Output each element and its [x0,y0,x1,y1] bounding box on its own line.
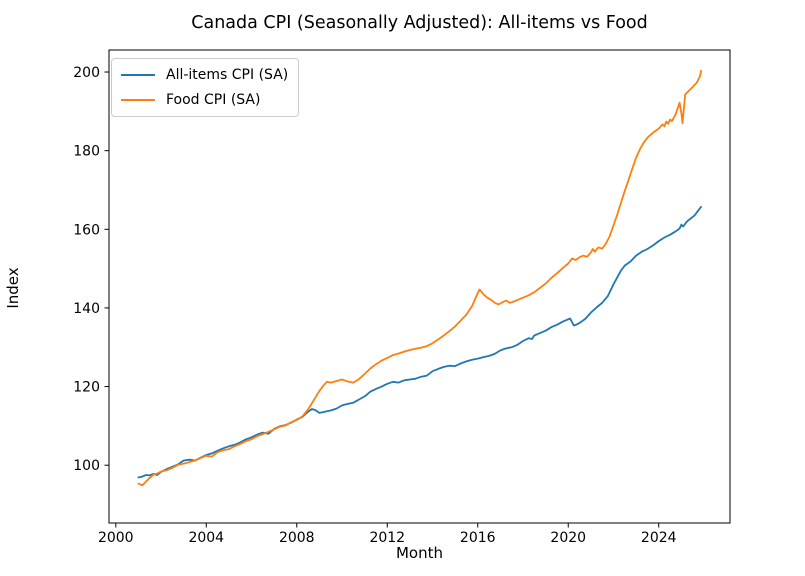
legend-item-food: Food CPI (SA) [121,91,288,109]
y-tick-label: 160 [73,222,100,238]
all-items-line-swatch [121,74,155,76]
series-line-food [137,69,702,487]
x-tick-label: 2000 [98,530,134,546]
series-line-all-items [137,205,702,479]
y-tick-label: 100 [73,458,100,474]
x-axis-label: Month [395,544,443,562]
legend-label-all-items: All-items CPI (SA) [166,67,289,83]
x-tick-label: 2004 [188,530,224,546]
axes-frame [108,49,731,524]
x-tick-label: 2008 [279,530,315,546]
x-tick-label: 2020 [550,530,586,546]
x-tick-label: 2024 [641,530,677,546]
food-line-swatch [121,99,155,101]
y-tick-label: 140 [73,301,100,317]
y-tick-label: 180 [73,144,100,160]
legend-item-all-items: All-items CPI (SA) [121,66,288,84]
legend: All-items CPI (SA) Food CPI (SA) [111,58,300,117]
y-axis-label: Index [4,267,22,309]
y-tick-label: 200 [73,65,100,81]
legend-label-food: Food CPI (SA) [166,92,261,108]
x-tick-label: 2012 [369,530,405,546]
y-tick-label: 120 [73,380,100,396]
x-tick-label: 2016 [460,530,496,546]
chart-title: Canada CPI (Seasonally Adjusted): All-it… [191,13,648,33]
